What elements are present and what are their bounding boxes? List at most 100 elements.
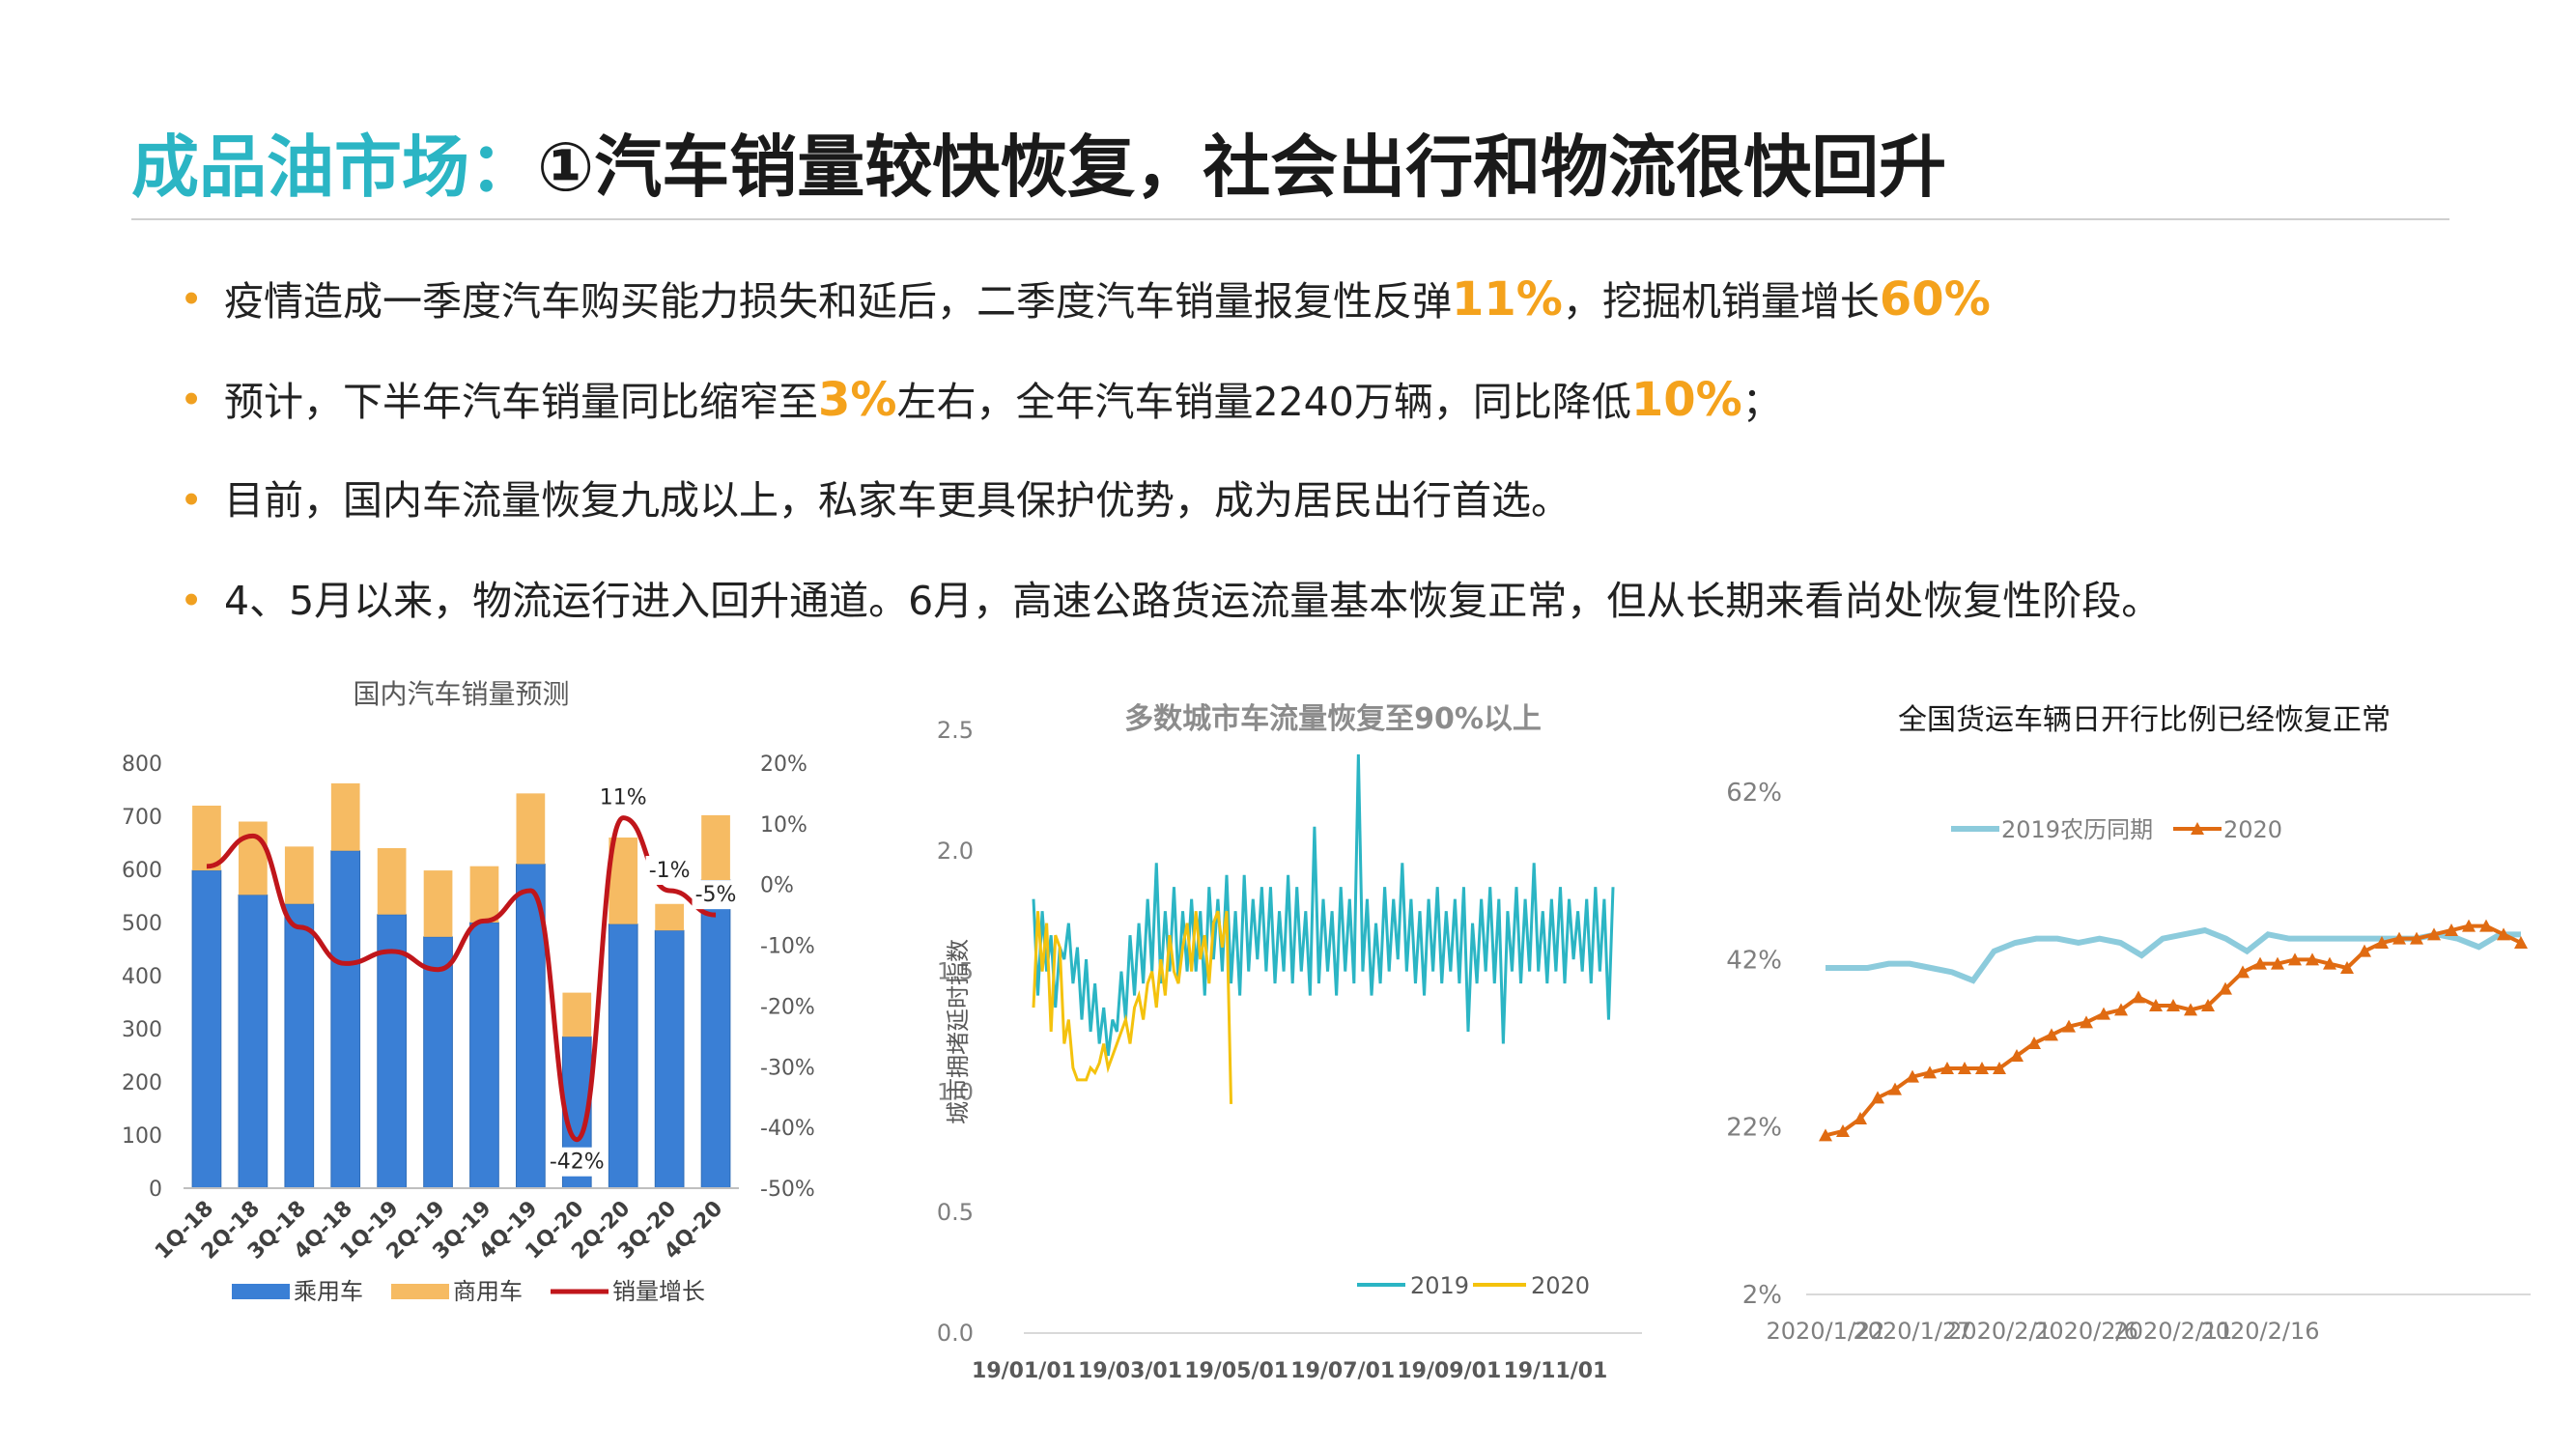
series-2020-marker — [2097, 1007, 2110, 1020]
title-main: ①汽车销量较快恢复，社会出行和物流很快回升 — [537, 128, 1947, 207]
series-2020-marker — [2462, 919, 2476, 932]
legend-label: 2020 — [2223, 816, 2282, 843]
data-label: -5% — [695, 883, 737, 907]
series-2020-marker — [2080, 1015, 2093, 1029]
series-2020-marker — [1888, 1082, 1902, 1095]
series-2020-marker — [2306, 952, 2319, 966]
series-2020-marker — [2427, 927, 2441, 941]
series-2020-marker — [2514, 936, 2528, 949]
series-2020-marker — [1923, 1065, 1937, 1079]
legend-label: 2020 — [1531, 1272, 1590, 1299]
series-2020-marker — [2358, 944, 2371, 957]
y-tick-label: 800 — [122, 753, 162, 777]
y-tick-label: 100 — [122, 1124, 162, 1149]
series-2020-marker — [2236, 965, 2250, 979]
bullet-item: • 预计，下半年汽车销量同比缩窄至3%左右，全年汽车销量2240万辆，同比降低10… — [180, 361, 2498, 462]
x-tick-label: 19/09/01 — [1397, 1359, 1501, 1383]
bar-commercial — [423, 870, 453, 937]
series-2020-marker — [2010, 1049, 2024, 1062]
series-2020-marker — [2340, 961, 2354, 974]
y-tick-label: 300 — [122, 1018, 162, 1042]
series-2020-marker — [2479, 919, 2493, 932]
bar-passenger — [423, 936, 453, 1189]
series-2020-marker — [2027, 1037, 2041, 1049]
data-label-bg — [692, 880, 740, 910]
freight-vehicle-chart: 全国货运车辆日开行比例已经恢复正常2%22%42%62%2020/1/22202… — [1726, 703, 2531, 1345]
y2-tick-label: -30% — [760, 1056, 815, 1080]
legend-swatch — [391, 1284, 449, 1299]
data-label: -1% — [649, 859, 691, 883]
bar-commercial — [377, 848, 407, 915]
chart-title: 多数城市车流量恢复至90%以上 — [1124, 702, 1542, 736]
y2-tick-label: -50% — [760, 1178, 815, 1202]
series-2020-marker — [1871, 1091, 1884, 1104]
y-tick-label: 62% — [1726, 779, 1782, 808]
x-tick-label: 19/11/01 — [1503, 1359, 1607, 1383]
highlight-value: 10% — [1630, 373, 1742, 427]
series-2020-marker — [2497, 927, 2510, 941]
bullet-text: 左右，全年汽车销量2240万辆，同比降低 — [896, 379, 1631, 425]
series-2020-marker — [2114, 1003, 2128, 1016]
series-2020-marker — [1958, 1062, 1971, 1074]
bar-commercial — [655, 903, 684, 931]
y-tick-label: 0.5 — [937, 1199, 974, 1226]
x-tick-label: 2020/1/27 — [1853, 1318, 1971, 1345]
highlight-value: 60% — [1879, 272, 1991, 327]
growth-line — [206, 815, 717, 1143]
bullet-text: ； — [1741, 379, 1782, 425]
bar-passenger — [700, 879, 731, 1189]
bullet-item: • 疫情造成一季度汽车购买能力损失和延后，二季度汽车销量报复性反弹11%，挖掘机销… — [180, 261, 2498, 361]
y2-tick-label: 20% — [760, 753, 807, 777]
x-tick-label: 19/05/01 — [1184, 1359, 1288, 1383]
bar-passenger — [608, 923, 638, 1189]
traffic-congestion-chart: 多数城市车流量恢复至90%以上 0.0 0.5 1.0 1.5 2.0 2.5 城市拥堵延时指… — [937, 702, 1642, 1383]
chart-title: 全国货运车辆日开行比例已经恢复正常 — [1898, 703, 2391, 737]
bullet-item: • 目前，国内车流量恢复九成以上，私家车更具保护优势，成为居民出行首选。 — [180, 462, 2498, 562]
y-tick-label: 700 — [122, 806, 162, 830]
chart-title: 国内汽车销量预测 — [353, 678, 569, 710]
highlight-value: 3% — [818, 373, 897, 427]
y-tick-label: 22% — [1726, 1114, 1782, 1143]
series-2020-marker — [2392, 931, 2406, 945]
bar-commercial — [284, 846, 314, 904]
series-2020-marker — [1940, 1062, 1954, 1074]
bar-passenger — [191, 869, 222, 1189]
bullet-dot-icon: • — [180, 578, 204, 624]
series-2020-marker — [1854, 1112, 1867, 1124]
bar-passenger — [377, 914, 407, 1189]
page-title: 成品油市场：①汽车销量较快恢复，社会出行和物流很快回升 — [131, 124, 1946, 211]
data-label-bg — [645, 856, 694, 885]
bullet-text: 疫情造成一季度汽车购买能力损失和延后，二季度汽车销量报复性反弹 — [224, 278, 1452, 325]
y-tick-label: 0 — [149, 1178, 162, 1202]
bar-passenger — [330, 850, 361, 1189]
y-tick-label: 2.5 — [937, 717, 974, 744]
legend-marker — [2191, 822, 2204, 835]
x-tick-label: 19/01/01 — [972, 1359, 1076, 1383]
series-2020-marker — [2045, 1028, 2058, 1041]
series-2020-marker — [2445, 923, 2458, 936]
series-2020-line — [1825, 923, 2522, 1138]
data-label-bg — [599, 782, 647, 812]
x-tick-label: 2020/2/11 — [2113, 1318, 2232, 1345]
title-divider — [131, 218, 2449, 220]
series-2020-marker — [2271, 956, 2284, 970]
title-prefix: 成品油市场： — [131, 128, 537, 207]
data-label: -42% — [550, 1151, 605, 1175]
y-tick-label: 42% — [1726, 946, 1782, 975]
series-2020-marker — [2219, 981, 2232, 995]
bar-commercial — [562, 992, 592, 1037]
bar-passenger — [238, 894, 269, 1189]
bullet-dot-icon: • — [180, 276, 204, 323]
series-2020-marker — [2288, 952, 2302, 966]
bar-commercial — [701, 814, 730, 880]
series-2020-marker — [2184, 1003, 2197, 1016]
series-2020-marker — [2323, 956, 2336, 970]
series-2020-marker — [1993, 1062, 2006, 1074]
series-2020-marker — [2410, 931, 2423, 945]
series-2020-marker — [2201, 999, 2215, 1011]
y2-tick-label: -40% — [760, 1117, 815, 1141]
x-tick-label: 19/07/01 — [1290, 1359, 1395, 1383]
bar-commercial — [239, 821, 268, 895]
series-2020-marker — [2166, 999, 2180, 1011]
bar-commercial — [330, 782, 360, 851]
